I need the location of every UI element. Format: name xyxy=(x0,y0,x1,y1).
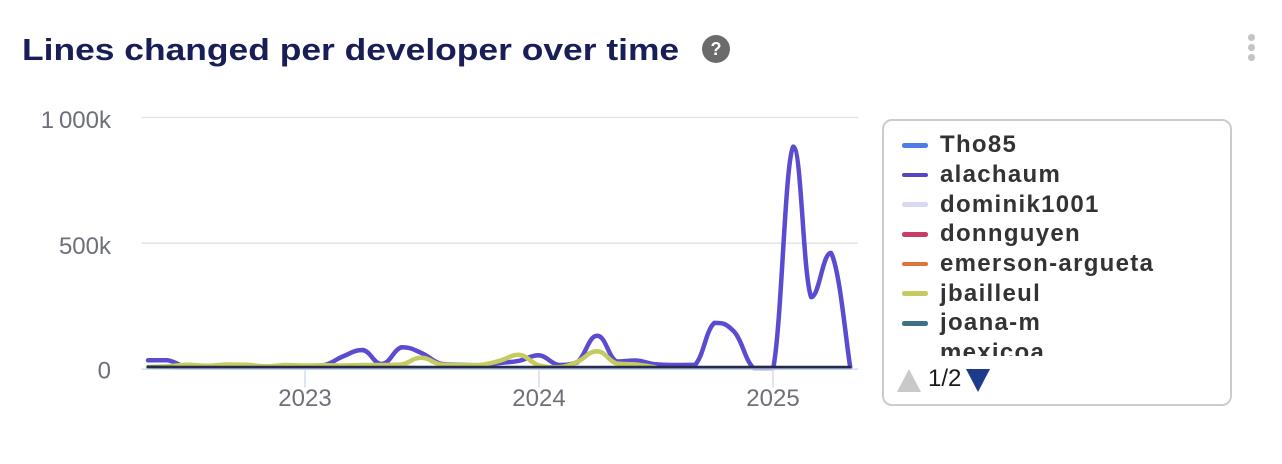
svg-text:500k: 500k xyxy=(59,233,112,260)
svg-text:2025: 2025 xyxy=(746,385,799,412)
svg-text:1 000k: 1 000k xyxy=(41,107,112,134)
svg-text:2024: 2024 xyxy=(512,385,565,412)
svg-text:0: 0 xyxy=(98,358,111,385)
svg-text:2023: 2023 xyxy=(278,385,331,412)
